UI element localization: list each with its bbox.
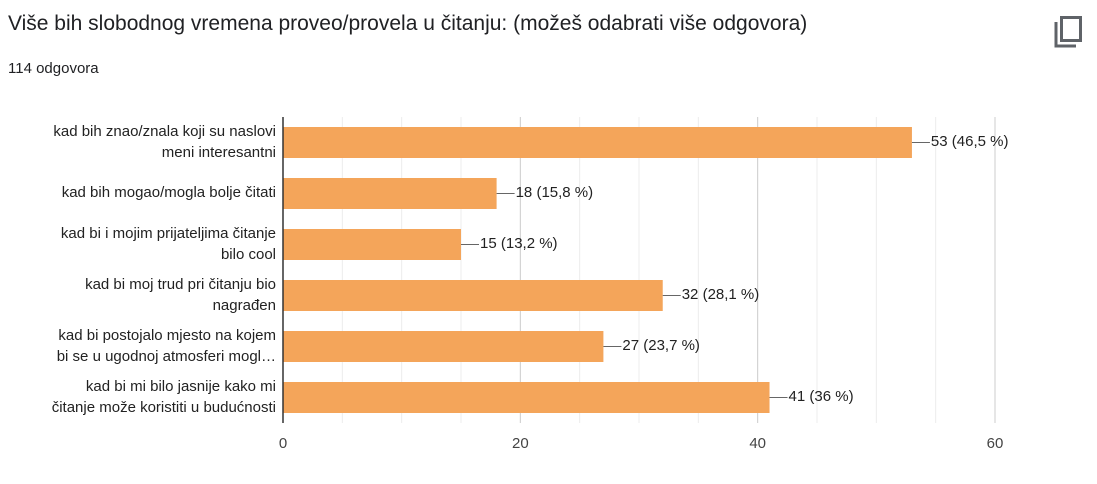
bar[interactable] <box>283 229 461 260</box>
copy-icon[interactable] <box>1050 14 1084 50</box>
category-label-line: kad bi mi bilo jasnije kako mi <box>85 377 276 395</box>
response-count: 114 odgovora <box>8 60 99 77</box>
bar-value-label: 27 (23,7 %) <box>622 336 700 354</box>
bar-value-label: 32 (28,1 %) <box>681 285 760 303</box>
category-label: kad bi i mojim prijateljima čitanje bilo … <box>0 223 276 265</box>
bar-value-label: 15 (13,2 %) <box>480 234 558 252</box>
category-label-line: bilo cool <box>220 245 276 263</box>
bar[interactable] <box>283 280 663 311</box>
bar-value-label: 41 (36 %) <box>788 387 854 405</box>
category-label: kad bih mogao/mogla bolje čitati <box>0 182 276 203</box>
bar[interactable] <box>283 178 497 209</box>
x-tick-label: 20 <box>511 435 529 452</box>
category-label-line: čitanje može koristiti u budućnosti <box>51 398 276 416</box>
category-label-line: nagrađen <box>212 296 276 314</box>
bar[interactable] <box>283 331 604 362</box>
category-label-line: bi se u ugodnoj atmosferi mogl… <box>56 347 276 365</box>
category-label: kad bi moj trud pri čitanju bio nagrađen <box>0 274 276 316</box>
category-label: kad bi mi bilo jasnije kako mi čitanje mo… <box>0 376 276 418</box>
bar-value-label: 18 (15,8 %) <box>515 183 594 201</box>
category-label: kad bi postojalo mjesto na kojem bi se u … <box>0 325 276 367</box>
x-tick-label: 40 <box>749 435 766 452</box>
category-label-line: kad bi i mojim prijateljima čitanje <box>60 224 276 242</box>
category-label-line: kad bi moj trud pri čitanju bio <box>85 275 276 293</box>
bar[interactable] <box>283 127 912 158</box>
bar-value-label: 53 (46,5 %) <box>930 132 1009 150</box>
category-label-line: kad bih znao/znala koji su naslovi <box>53 122 276 140</box>
bar[interactable] <box>283 382 770 413</box>
x-tick-label: 0 <box>278 435 288 452</box>
category-label-line: meni interesantni <box>161 143 276 161</box>
category-label-line: kad bih mogao/mogla bolje čitati <box>61 184 276 201</box>
category-label: kad bih znao/znala koji su naslovi meni i… <box>0 121 276 163</box>
category-label-line: kad bi postojalo mjesto na kojem <box>58 326 276 344</box>
chart-title: Više bih slobodnog vremena proveo/provel… <box>8 12 808 35</box>
x-tick-label: 60 <box>986 435 1004 452</box>
